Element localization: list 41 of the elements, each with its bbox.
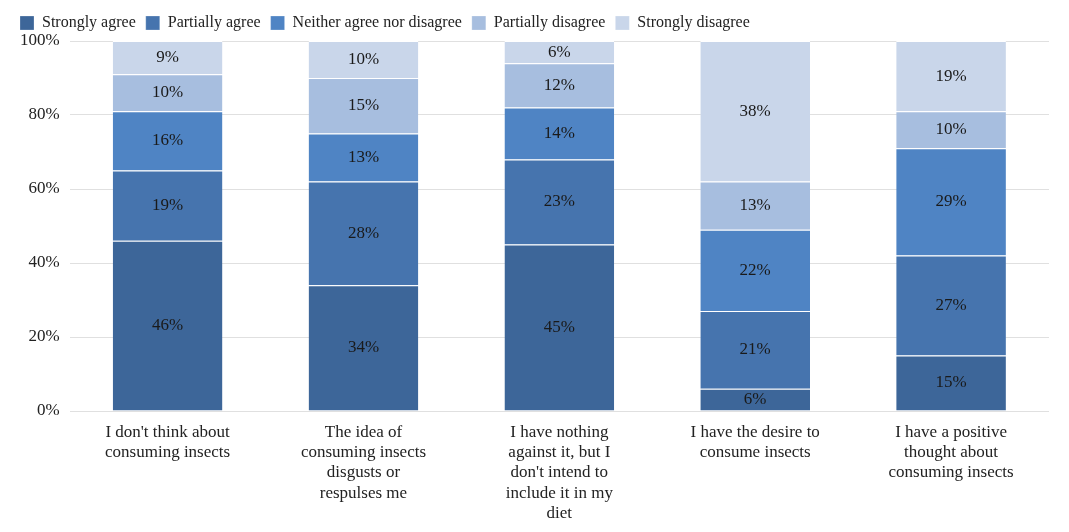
- data-label: 45%: [543, 316, 575, 336]
- legend-label: Partially agree: [167, 13, 261, 32]
- data-label: 15%: [347, 95, 380, 115]
- data-label: 10%: [152, 82, 184, 102]
- y-tick-label: 20%: [28, 326, 60, 346]
- data-label: 29%: [935, 191, 967, 211]
- data-label: 15%: [935, 372, 967, 392]
- data-label: 14%: [543, 122, 575, 142]
- data-label: 23%: [543, 191, 575, 211]
- data-label: 13%: [347, 147, 380, 167]
- legend-label: Neither agree nor disagree: [292, 13, 462, 32]
- data-label: 10%: [347, 48, 380, 68]
- data-label: 6%: [547, 41, 571, 61]
- y-tick-label: 60%: [28, 178, 60, 198]
- data-label: 9%: [156, 47, 179, 67]
- data-label: 6%: [743, 389, 767, 409]
- data-label: 19%: [935, 65, 967, 85]
- data-label: 21%: [739, 339, 771, 359]
- x-tick-label: I don't think about consuming insects: [105, 421, 231, 462]
- data-label: 16%: [152, 130, 184, 150]
- x-tick-label: The idea of consuming insects disgusts or respulses me: [300, 421, 427, 502]
- data-label: 38%: [739, 100, 771, 120]
- data-label: 22%: [739, 259, 771, 279]
- y-tick-label: 40%: [28, 252, 60, 272]
- legend-label: Partially disagree: [493, 13, 606, 32]
- x-tick-label: I have the desire to consume insects: [690, 421, 820, 462]
- legend-label: Strongly disagree: [637, 13, 750, 32]
- x-tick-label: I have a positive thought about consuming insects: [888, 421, 1014, 482]
- data-label: 12%: [543, 74, 575, 94]
- data-label: 10%: [935, 119, 967, 139]
- y-tick-label: 0%: [36, 400, 60, 420]
- y-tick-label: 80%: [28, 104, 60, 124]
- y-tick-label: 100%: [19, 30, 60, 50]
- x-tick-label: I have nothing against it, but I don't intend to include it in my diet: [505, 421, 614, 523]
- data-label: 27%: [935, 295, 967, 315]
- data-label: 28%: [347, 222, 380, 242]
- legend-label: Strongly agree: [42, 13, 136, 32]
- data-label: 46%: [152, 315, 184, 335]
- data-label: 13%: [739, 195, 771, 215]
- data-label: 19%: [152, 195, 184, 215]
- data-label: 34%: [347, 337, 380, 357]
